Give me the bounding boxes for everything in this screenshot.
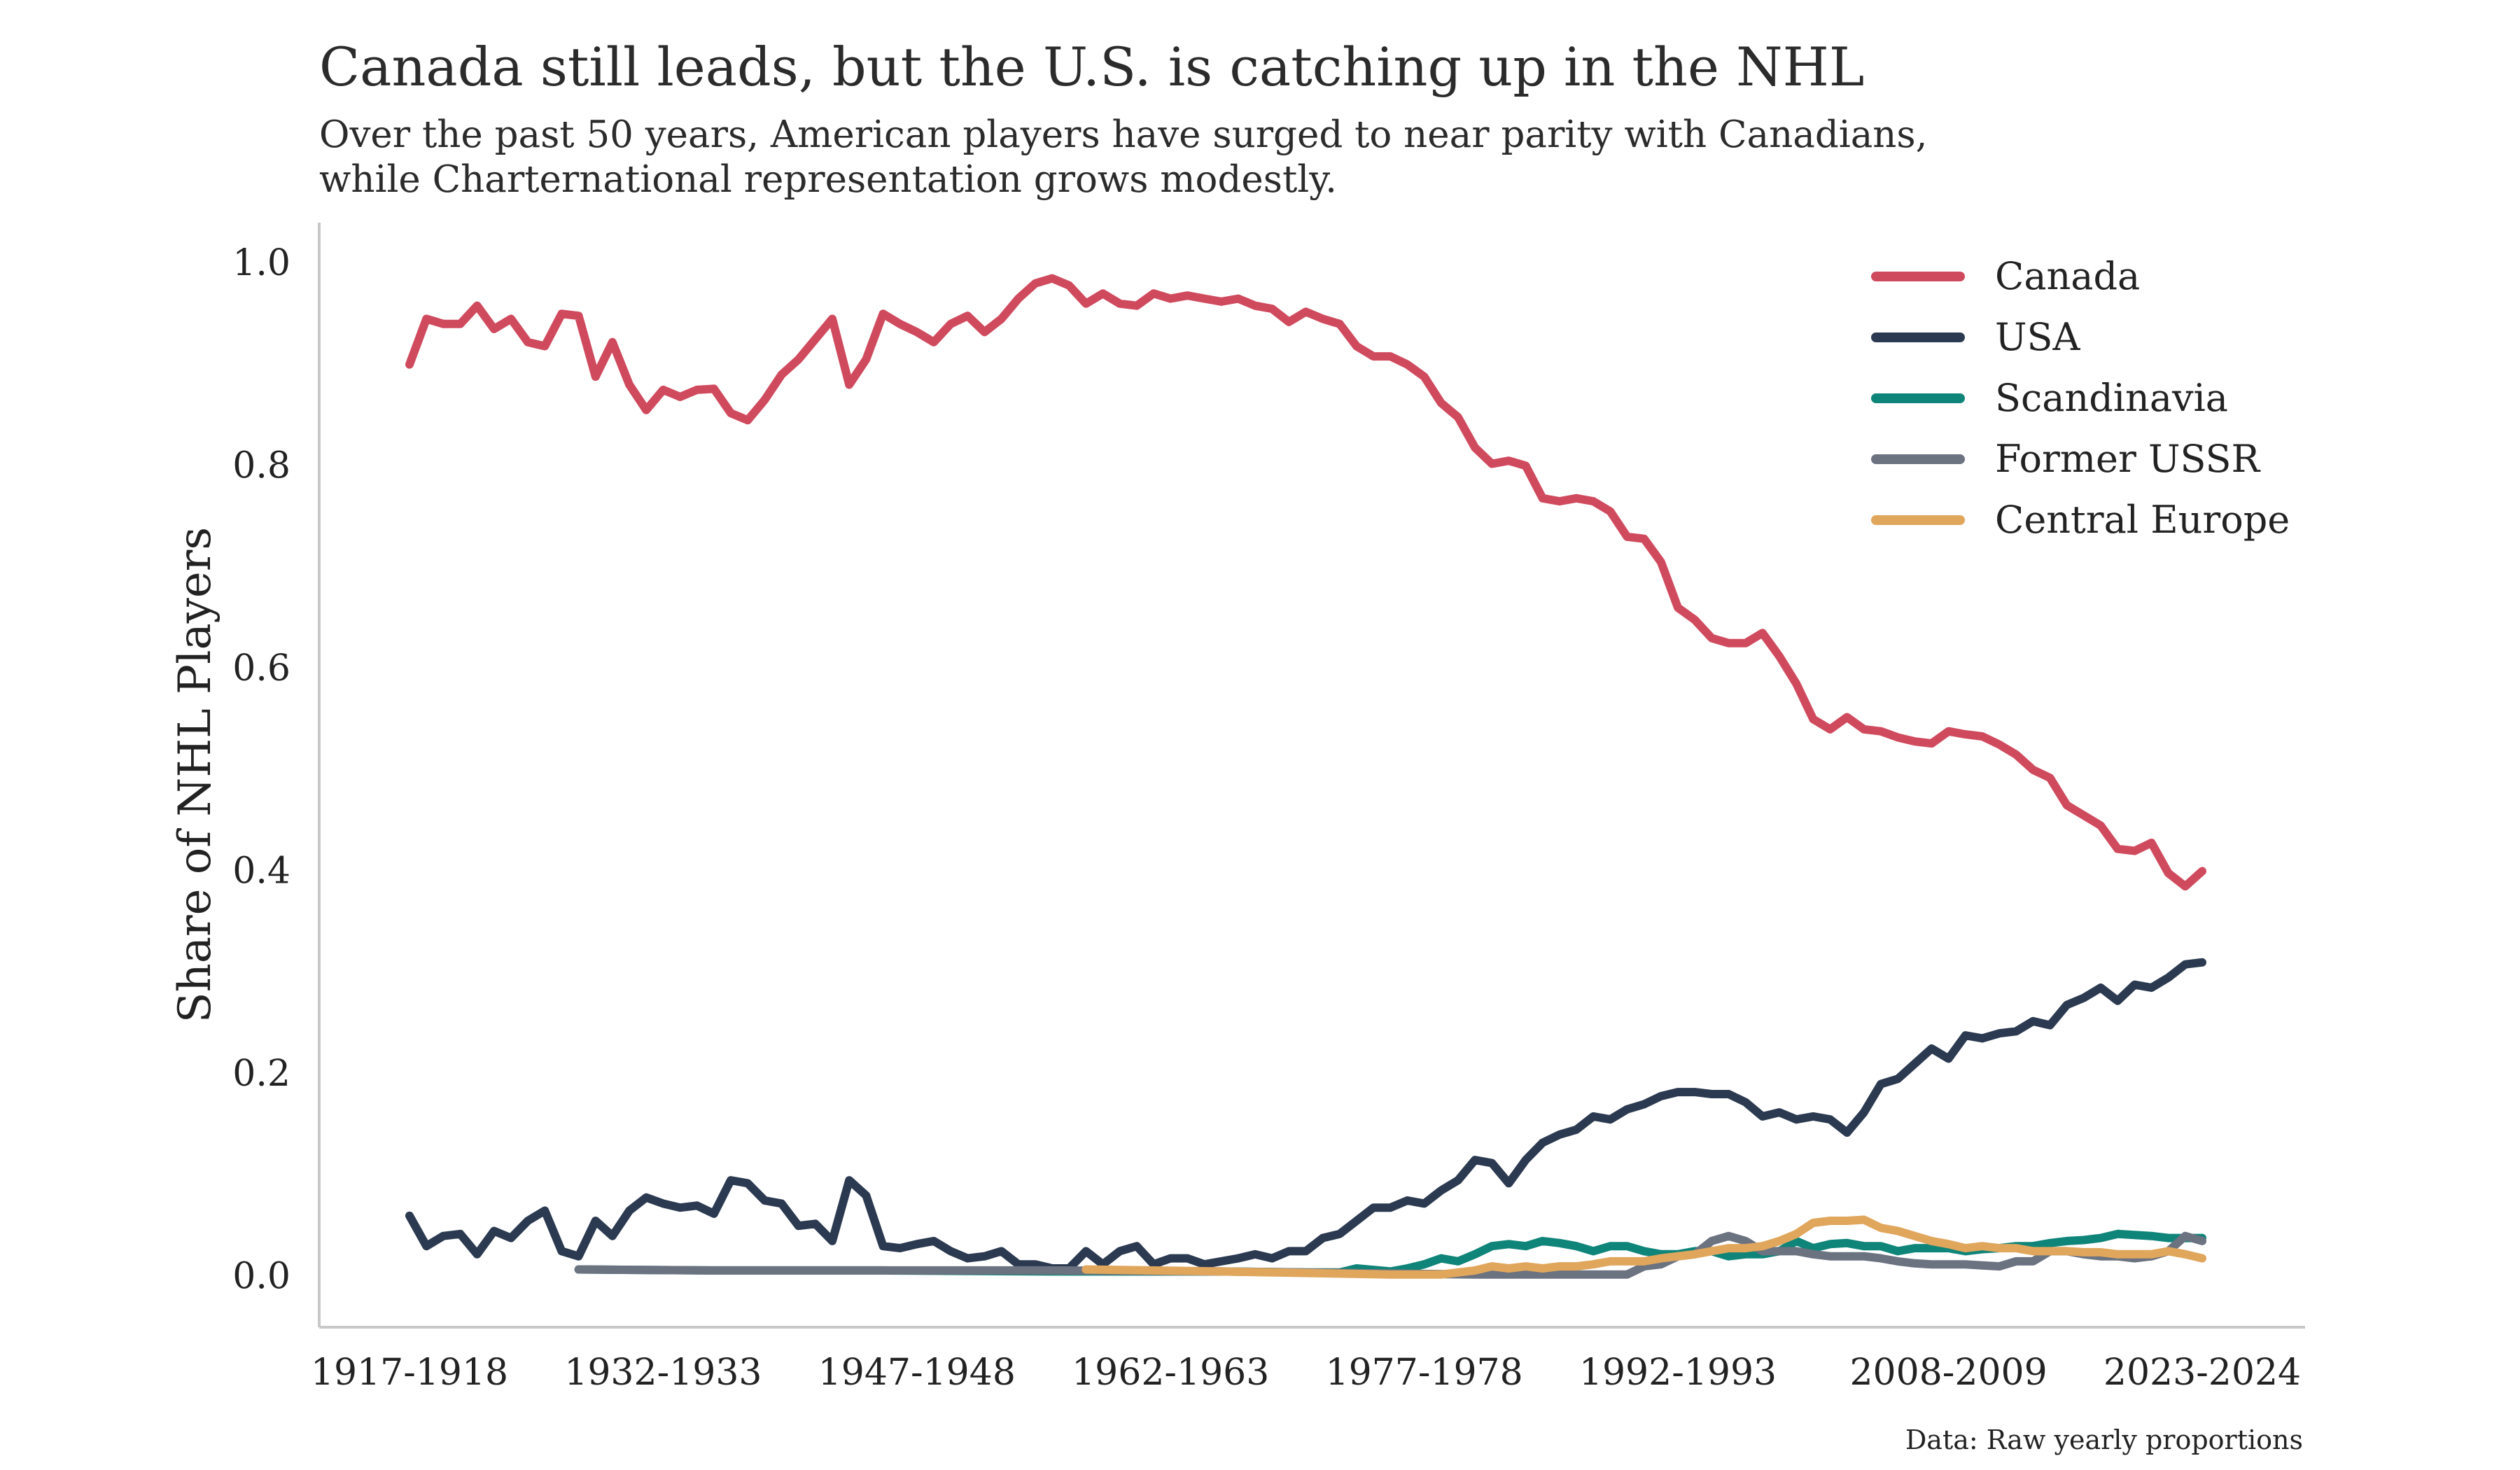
series-line-canada xyxy=(405,274,2206,891)
chart-title: Canada still leads, but the U.S. is catc… xyxy=(319,36,1864,98)
x-tick-label: 2008-2009 xyxy=(1849,1352,2047,1394)
legend-label-former-ussr: Former USSR xyxy=(1995,437,2261,481)
x-tick-labels: 1917-1918 1932-1933 1947-1948 1962-1963 1977… xyxy=(311,1352,2301,1394)
source-note: Data: Raw yearly proportions xyxy=(1905,1424,2303,1455)
x-tick-label: 1962-1963 xyxy=(1072,1352,1269,1394)
x-tick-label: 1932-1933 xyxy=(564,1352,762,1394)
legend-label-scandinavia: Scandinavia xyxy=(1995,376,2228,420)
y-tick-label: 0.2 xyxy=(232,1053,290,1095)
y-tick-label: 0.8 xyxy=(232,444,290,486)
series-lines xyxy=(405,274,2206,1279)
legend-label-central-europe: Central Europe xyxy=(1995,498,2290,542)
y-tick-label: 0.0 xyxy=(232,1256,290,1298)
x-tick-label: 2023-2024 xyxy=(2104,1352,2301,1394)
series-line-scandinavia xyxy=(574,1229,2206,1277)
y-tick-label: 0.4 xyxy=(232,850,290,892)
series-line-central-europe xyxy=(1082,1215,2206,1279)
y-tick-label: 1.0 xyxy=(232,242,290,284)
chart-subtitle-line-1: Over the past 50 years, American players… xyxy=(319,113,1927,156)
legend-label-canada: Canada xyxy=(1995,254,2140,298)
x-tick-label: 1917-1918 xyxy=(311,1352,508,1394)
x-tick-label: 1977-1978 xyxy=(1325,1352,1522,1394)
y-tick-label: 0.6 xyxy=(232,648,290,690)
y-tick-labels: 0.0 0.2 0.4 0.6 0.8 1.0 xyxy=(232,242,290,1298)
legend-label-usa: USA xyxy=(1995,315,2081,359)
x-tick-label: 1992-1993 xyxy=(1579,1352,1777,1394)
x-tick-label: 1947-1948 xyxy=(818,1352,1016,1394)
plot-area: 0.0 0.2 0.4 0.6 0.8 1.0 1917-1918 1932-1933 194… xyxy=(232,223,2305,1394)
series-line-usa xyxy=(405,958,2206,1273)
chart-subtitle-line-2: while Charternational representation gro… xyxy=(319,158,1337,201)
y-axis-title: Share of NHL Players xyxy=(169,527,221,1023)
legend: Canada USA Scandinavia Former USSR Central E… xyxy=(1871,254,2290,542)
